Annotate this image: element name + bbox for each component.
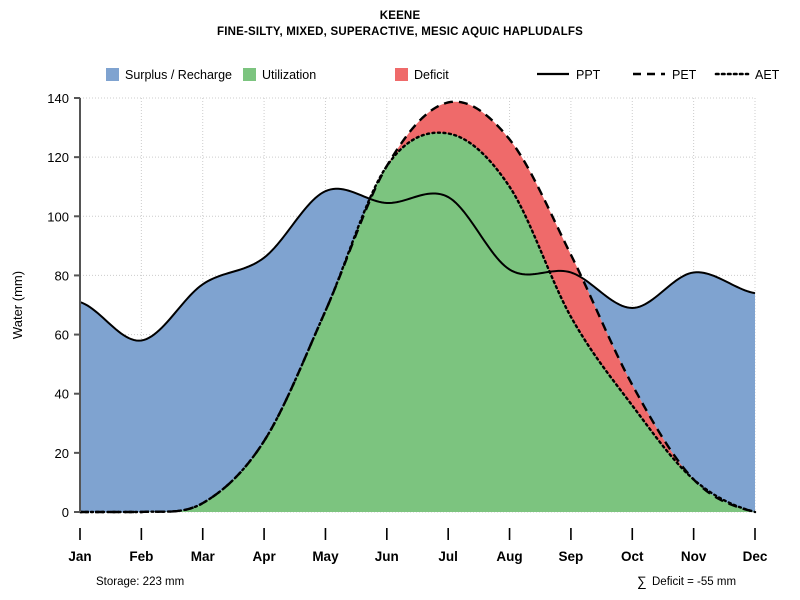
x-axis-tick-label-dec: Dec <box>743 549 768 564</box>
x-axis-tick-label-aug: Aug <box>496 549 522 564</box>
band-surplus-recharge <box>583 272 755 512</box>
x-axis-tick-label-jun: Jun <box>375 549 399 564</box>
y-axis-tick-label: 120 <box>47 150 69 165</box>
deficit-annotation: Deficit = -55 mm <box>652 576 736 588</box>
legend-swatch-deficit <box>395 68 408 81</box>
sum-symbol-icon: ∑ <box>637 574 647 589</box>
y-axis-tick-label: 60 <box>55 328 69 343</box>
x-axis-tick-label-may: May <box>312 549 339 564</box>
x-axis-tick-label-mar: Mar <box>191 549 216 564</box>
legend-label: PPT <box>576 68 601 82</box>
series-line-aet <box>78 131 757 514</box>
page-subtitle: FINE-SILTY, MIXED, SUPERACTIVE, MESIC AQ… <box>217 26 583 38</box>
legend-swatch-surplus-recharge <box>106 68 119 81</box>
y-axis-tick-label: 20 <box>55 446 69 461</box>
y-axis-tick-label: 0 <box>62 505 69 520</box>
legend-label: Utilization <box>262 68 316 82</box>
chart-legend: Surplus / Recharge Utilization Deficit PPT P… <box>106 68 780 82</box>
y-axis-tick-label: 100 <box>47 209 69 224</box>
y-axis-tick-label: 80 <box>55 268 69 283</box>
x-axis-tick-label-jul: Jul <box>438 549 458 564</box>
page-title: KEENE <box>380 10 421 22</box>
x-axis: Jan Feb Mar Apr May Jun Jul Aug Sep Oct Nov Dec <box>68 528 768 564</box>
chart-title-block: KEENE FINE-SILTY, MIXED, SUPERACTIVE, MES… <box>217 10 583 38</box>
y-axis-tick-label: 140 <box>47 91 69 106</box>
legend-label: Surplus / Recharge <box>125 68 232 82</box>
band-utilization <box>80 132 755 512</box>
x-axis-tick-label-jan: Jan <box>68 549 91 564</box>
legend-label: PET <box>672 68 697 82</box>
band-surplus-recharge <box>80 188 369 513</box>
x-axis-tick-label-sep: Sep <box>559 549 584 564</box>
band-deficit <box>389 101 692 478</box>
chart-bands <box>80 101 755 513</box>
x-axis-tick-label-oct: Oct <box>621 549 644 564</box>
series-line-ppt <box>79 187 756 342</box>
legend-label: Deficit <box>414 68 449 82</box>
legend-swatch-utilization <box>243 68 256 81</box>
y-axis-label: Water (mm) <box>10 271 25 339</box>
x-axis-tick-label-nov: Nov <box>681 549 707 564</box>
legend-label: AET <box>755 68 780 82</box>
x-axis-tick-label-feb: Feb <box>129 549 153 564</box>
chart-series <box>78 100 757 514</box>
x-axis-tick-label-apr: Apr <box>252 549 276 564</box>
chart-footer: Storage: 223 mm ∑ Deficit = -55 mm <box>96 574 736 589</box>
y-axis: 0 20 40 60 80 100 120 140 Water (mm) <box>10 91 81 520</box>
storage-annotation: Storage: 223 mm <box>96 576 184 588</box>
y-axis-tick-label: 40 <box>55 387 69 402</box>
